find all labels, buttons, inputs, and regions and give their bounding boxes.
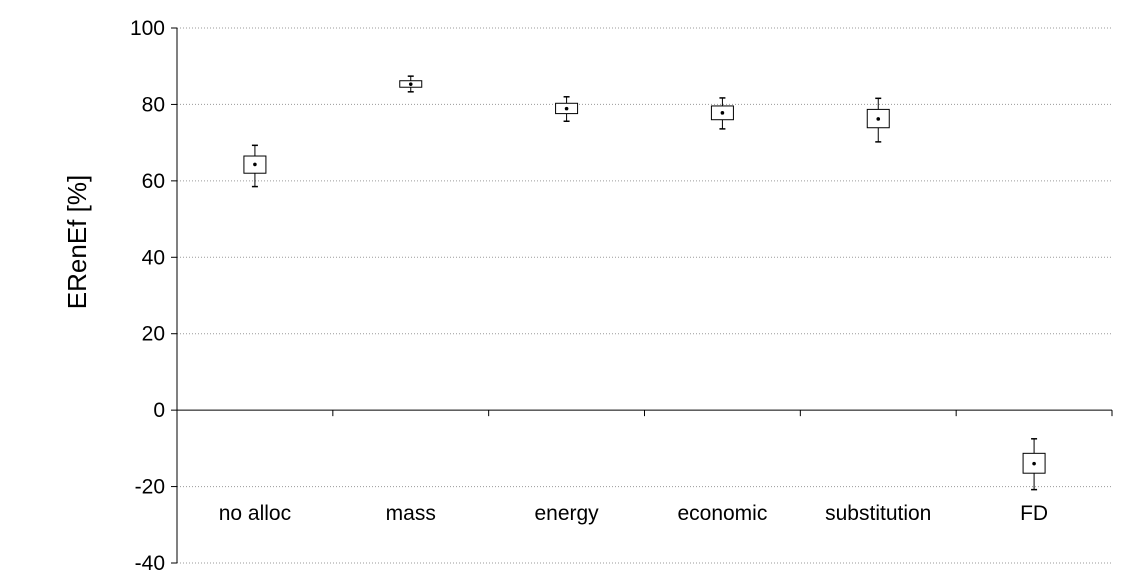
- category-label: no alloc: [219, 502, 291, 525]
- box-energy: [555, 96, 579, 122]
- y-tick-label: -40: [135, 552, 165, 573]
- box-mass: [399, 75, 423, 93]
- category-label: substitution: [825, 502, 931, 525]
- gridlines: [177, 27, 1112, 564]
- y-tick-label: 60: [142, 170, 165, 193]
- box-substitution: [866, 97, 890, 143]
- category-label: economic: [677, 502, 767, 525]
- y-tick-label: 20: [142, 323, 165, 346]
- y-tick-label: 40: [142, 246, 165, 269]
- median-point: [876, 117, 881, 121]
- median-point: [720, 111, 725, 115]
- y-tick-label: -20: [135, 476, 165, 499]
- median-point: [564, 106, 569, 111]
- y-tick-label: 0: [153, 399, 165, 422]
- boxes: [243, 75, 1046, 491]
- median-point: [1032, 461, 1036, 466]
- box-FD: [1022, 438, 1046, 491]
- labels: -40 -20 0 20 40 60 80 100 no alloc mass energy econ…: [130, 17, 1048, 573]
- category-label: mass: [386, 502, 436, 525]
- box-no-alloc: [243, 144, 267, 188]
- y-axis-title: ERenEf [%]: [62, 175, 92, 309]
- category-label: energy: [534, 502, 599, 525]
- box-economic: [710, 97, 734, 130]
- median-point: [253, 162, 257, 167]
- median-point: [408, 82, 413, 86]
- y-tick-label: 80: [142, 93, 165, 116]
- y-tick-label: 100: [130, 17, 165, 40]
- category-label: FD: [1020, 502, 1048, 525]
- axes: [171, 27, 1113, 564]
